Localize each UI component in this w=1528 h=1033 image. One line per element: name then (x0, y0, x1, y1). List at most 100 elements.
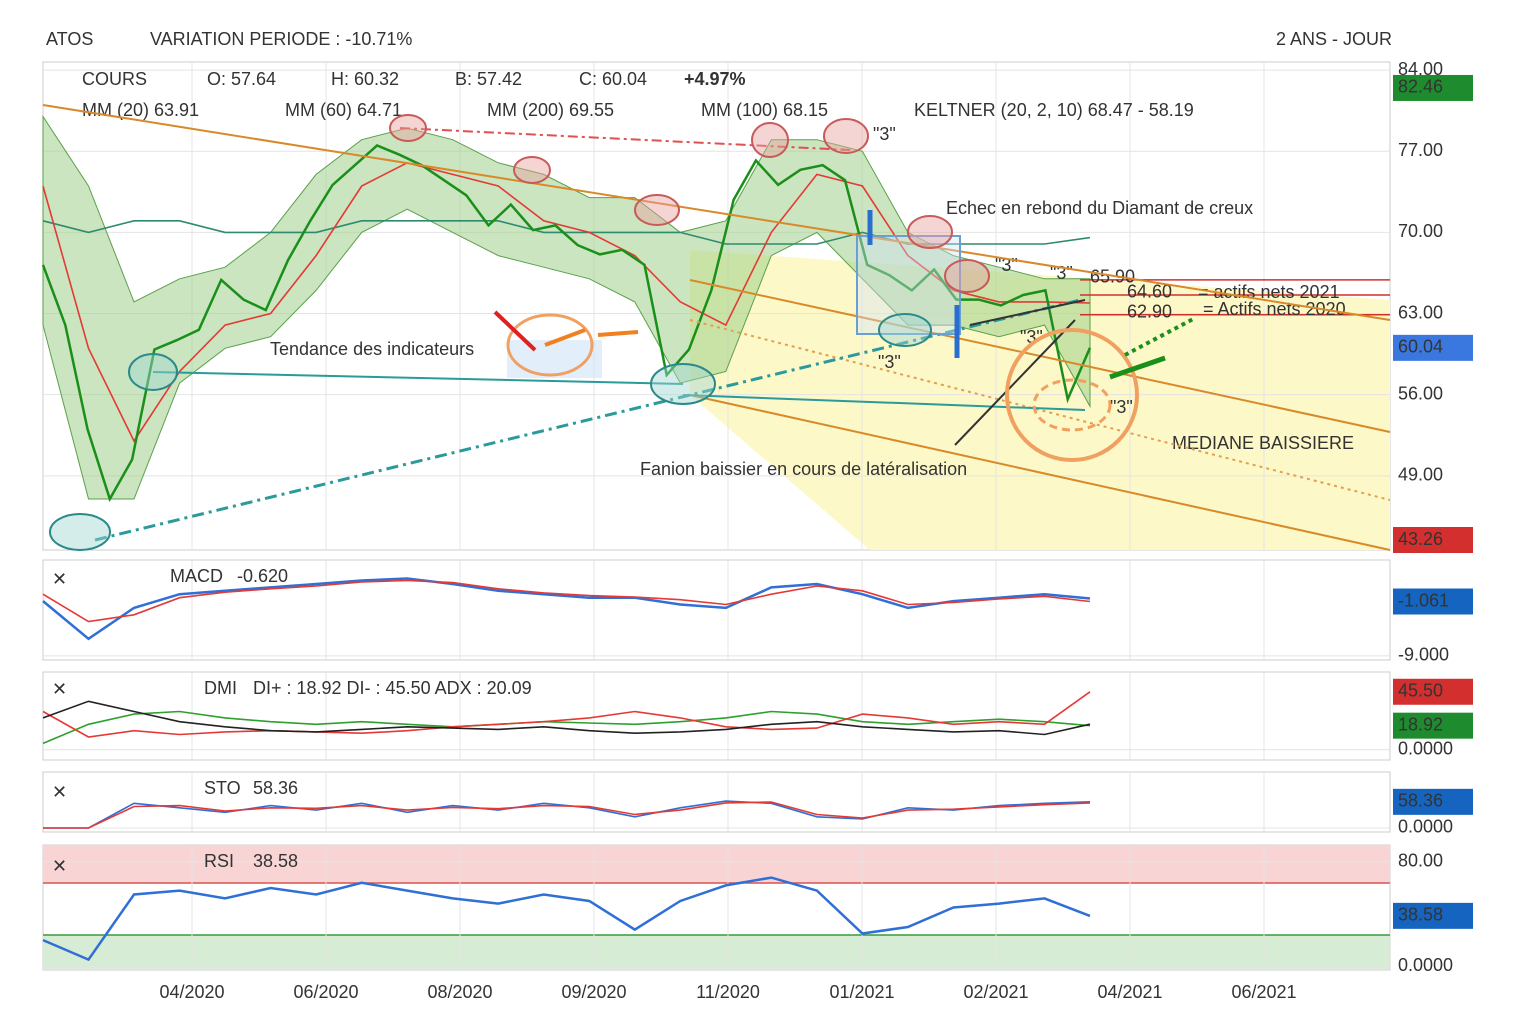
y-tick-label: 0.0000 (1398, 739, 1453, 759)
series-line (42, 577, 1091, 641)
y-tick-label: 77.00 (1398, 140, 1443, 160)
value-badge (1393, 712, 1473, 739)
y-tick-label: 49.00 (1398, 465, 1443, 485)
panel-readout: -0.620 (237, 566, 288, 586)
legend-entry: KELTNER (20, 2, 10) 68.47 - 58.19 (914, 100, 1194, 120)
trend-line (152, 371, 684, 385)
quote: C: 60.04 (579, 69, 647, 89)
circle (944, 259, 990, 293)
x-tick-label: 08/2020 (427, 982, 492, 1002)
orange-dashed-circle (1032, 378, 1112, 432)
pointer-line (954, 319, 1076, 446)
panel-title: MACD (170, 566, 223, 586)
macd-panel (42, 559, 1391, 661)
close-icon: ✕ (52, 856, 67, 876)
orange-circle-small (506, 313, 594, 377)
series-line (42, 700, 1091, 736)
panel-readout: 38.58 (253, 851, 298, 871)
y-tick-label: 80.00 (1398, 851, 1443, 871)
y-tick-label: -9.000 (1398, 645, 1449, 665)
y-tick-label: 63.00 (1398, 302, 1443, 322)
circle (389, 114, 427, 142)
legend-entry: MM (20) 63.91 (82, 100, 199, 120)
annotation: Fanion baissier en cours de latéralisati… (640, 459, 967, 479)
panel-readout: DI+ : 18.92 DI- : 45.50 ADX : 20.09 (253, 678, 532, 698)
ticker: ATOS (46, 29, 93, 49)
quote: B: 57.42 (455, 69, 522, 89)
variation: VARIATION PERIODE : -10.71% (150, 29, 412, 49)
green-arrow (1109, 355, 1166, 380)
value-badge (1393, 334, 1473, 361)
series-line (42, 876, 1091, 962)
y-tick-label: 56.00 (1398, 383, 1443, 403)
highs-circles (389, 114, 990, 293)
circle (878, 313, 932, 347)
panel-readout: 58.36 (253, 778, 298, 798)
x-tick-label: 06/2021 (1231, 982, 1296, 1002)
circle (907, 215, 953, 249)
series-line (42, 710, 1091, 745)
channel-top (42, 104, 1391, 321)
value-badge-label: 58.36 (1398, 791, 1443, 811)
x-tick-label: 04/2020 (159, 982, 224, 1002)
x-tick-label: 01/2021 (829, 982, 894, 1002)
pennant-line (969, 299, 1086, 326)
circle (128, 353, 178, 391)
value-badge-label: 18.92 (1398, 714, 1443, 734)
legend-entry: MM (100) 68.15 (701, 100, 828, 120)
annotation-drawings (42, 104, 1391, 551)
y-tick-label: 0.0000 (1398, 955, 1453, 975)
annotation: Tendance des indicateurs (270, 339, 474, 359)
circle (751, 122, 789, 158)
orange-arrow (544, 328, 586, 347)
x-tick-label: 09/2020 (561, 982, 626, 1002)
y-tick-label: 84.00 (1398, 59, 1443, 79)
y-tick-label: 70.00 (1398, 221, 1443, 241)
panel-title: RSI (204, 851, 234, 871)
panel-icons: ✕ ✕ ✕ ✕ (52, 569, 67, 876)
close-icon: ✕ (52, 569, 67, 589)
plot-layer: 04/2020 06/2020 08/2020 09/2020 11/2020 01/20… (41, 59, 1473, 1002)
annotation: MEDIANE BAISSIERE (1172, 433, 1354, 453)
period: 2 ANS - JOUR (1276, 29, 1392, 49)
panel-title: STO (204, 778, 241, 798)
value-badge-label: 45.50 (1398, 681, 1443, 701)
value-badge-label: 43.26 (1398, 529, 1443, 549)
channel-fill (690, 250, 1390, 550)
annotation: = actifs nets 2021 (1198, 282, 1340, 302)
annotation: Echec en rebond du Diamant de creux (946, 198, 1253, 218)
circle (823, 118, 869, 154)
series-line (42, 579, 1091, 623)
support-line (94, 298, 1081, 542)
panel-title: COURS (82, 69, 147, 89)
diamond-box (856, 235, 961, 335)
rsi-overbought-zone (43, 845, 1390, 883)
circle (513, 156, 551, 184)
level-label: 64.60 (1127, 282, 1172, 302)
trend-line (682, 394, 1086, 411)
value-badge-label: 60.04 (1398, 337, 1443, 357)
close-icon: ✕ (52, 782, 67, 802)
series-line (42, 691, 1091, 738)
orange-circle (1005, 328, 1139, 462)
x-tick-label: 02/2021 (963, 982, 1028, 1002)
quote: +4.97% (684, 69, 746, 89)
value-badge-label: -1.061 (1398, 590, 1449, 610)
value-badge (1393, 788, 1473, 815)
value-badge (1393, 527, 1473, 553)
x-tick-label: 11/2020 (696, 982, 760, 1002)
close-icon: ✕ (52, 679, 67, 699)
quote: H: 60.32 (331, 69, 399, 89)
annotation: "3" (878, 352, 901, 372)
value-badge (1393, 588, 1473, 615)
level-label: 62.90 (1127, 301, 1172, 321)
value-badge (1393, 74, 1473, 101)
value-badge-label: 82.46 (1398, 77, 1443, 97)
red-arrow (493, 310, 537, 352)
legend-entry: MM (60) 64.71 (285, 100, 402, 120)
series-line (41, 144, 1092, 503)
quote: O: 57.64 (207, 69, 276, 89)
series-line (42, 161, 1091, 443)
circle (49, 513, 111, 551)
